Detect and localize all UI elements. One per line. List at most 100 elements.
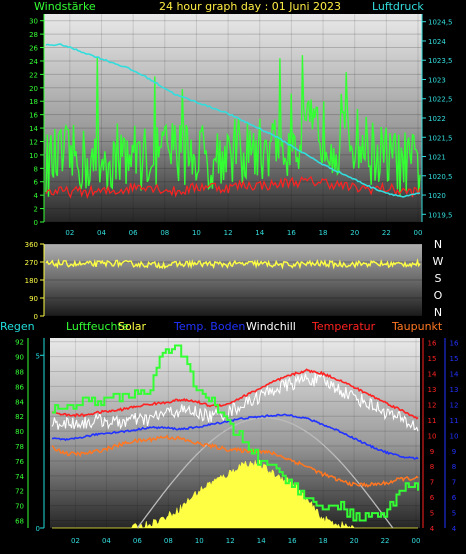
- x-tick-label: 12: [226, 537, 235, 545]
- rain-tick-label: 0: [36, 525, 40, 533]
- humidity-tick-label: 84: [15, 398, 24, 406]
- right-tick-label: 1023,5: [428, 57, 453, 65]
- x-tick-label: 02: [71, 537, 80, 545]
- panel-wind-direction: [44, 244, 422, 316]
- soil-temp-tick-label: 4: [452, 525, 457, 533]
- humidity-tick-label: 86: [15, 383, 24, 391]
- humidity-tick-label: 80: [15, 428, 24, 436]
- direction-tick-label: 90: [29, 295, 38, 303]
- direction-tick-label: 180: [25, 277, 38, 285]
- left-tick-label: 10: [29, 152, 38, 160]
- x-tick-label: 06: [133, 537, 142, 545]
- compass-letter: S: [435, 272, 442, 285]
- left-tick-label: 14: [29, 125, 38, 133]
- right-tick-label: 1021,5: [428, 134, 453, 142]
- wind-speed-line: [45, 55, 421, 197]
- x-tick-label: 22: [382, 229, 391, 237]
- wind-direction-line: [45, 258, 421, 270]
- left-tick-label: 2: [34, 206, 38, 214]
- x-tick-label: 14: [257, 537, 266, 545]
- humidity-tick-label: 90: [15, 354, 24, 362]
- humidity-tick-label: 74: [15, 473, 24, 481]
- x-tick-label: 16: [288, 537, 297, 545]
- legend-item: Regen: [0, 320, 35, 333]
- temperature-tick-label: 6: [430, 494, 435, 502]
- temperature-tick-label: 7: [430, 479, 434, 487]
- humidity-tick-label: 78: [15, 443, 24, 451]
- x-tick-label: 22: [381, 537, 390, 545]
- compass-letter: O: [434, 289, 443, 302]
- legend-item: Windchill: [246, 320, 296, 333]
- wind-average-line: [45, 175, 421, 200]
- x-tick-label: 20: [350, 229, 359, 237]
- soil-temp-tick-label: 11: [450, 417, 459, 425]
- rain-tick-label: 5: [36, 352, 40, 360]
- left-tick-label: 6: [34, 179, 39, 187]
- soil-temp-tick-label: 14: [450, 371, 459, 379]
- humidity-tick-label: 92: [15, 339, 24, 347]
- left-tick-label: 24: [29, 58, 38, 66]
- temperature-tick-label: 5: [430, 510, 434, 518]
- air-pressure-label: Luftdruck: [372, 0, 424, 13]
- x-tick-label: 04: [102, 537, 111, 545]
- wind-speed-label: Windstärke: [34, 0, 96, 13]
- soil-temp-tick-label: 5: [452, 510, 456, 518]
- soil-temp-tick-label: 16: [450, 340, 459, 348]
- x-tick-label: 00: [412, 537, 421, 545]
- soil-temp-tick-label: 8: [452, 463, 456, 471]
- x-tick-label: 08: [164, 537, 173, 545]
- solar-theoretical-curve: [136, 417, 394, 529]
- soil-temperature-line: [51, 413, 419, 460]
- x-tick-label: 02: [65, 229, 74, 237]
- soil-temp-tick-label: 13: [450, 386, 459, 394]
- x-tick-label: 04: [97, 229, 106, 237]
- compass-letter: N: [434, 306, 442, 319]
- right-tick-label: 1022: [428, 115, 446, 123]
- left-tick-label: 4: [34, 192, 39, 200]
- left-tick-label: 12: [29, 138, 38, 146]
- temperature-tick-label: 15: [428, 355, 437, 363]
- temperature-line: [51, 368, 419, 420]
- right-tick-label: 1024,5: [428, 19, 453, 27]
- temperature-tick-label: 13: [428, 386, 437, 394]
- direction-tick-label: 360: [25, 241, 38, 249]
- x-tick-label: 06: [129, 229, 138, 237]
- soil-temp-tick-label: 6: [452, 494, 457, 502]
- left-tick-label: 20: [29, 85, 38, 93]
- humidity-tick-label: 68: [15, 518, 24, 526]
- left-tick-label: 16: [29, 112, 38, 120]
- right-tick-label: 1023: [428, 76, 446, 84]
- right-tick-label: 1020,5: [428, 173, 453, 181]
- left-tick-label: 28: [29, 31, 38, 39]
- left-tick-label: 18: [29, 98, 38, 106]
- temperature-tick-label: 9: [430, 448, 434, 456]
- soil-temp-tick-label: 9: [452, 448, 456, 456]
- temperature-tick-label: 8: [430, 463, 434, 471]
- temperature-tick-label: 16: [428, 340, 437, 348]
- dew-point-line: [51, 434, 419, 488]
- temperature-tick-label: 11: [428, 417, 437, 425]
- x-tick-label: 16: [287, 229, 296, 237]
- temperature-tick-label: 4: [430, 525, 435, 533]
- compass-letter: W: [433, 255, 444, 268]
- temperature-tick-label: 12: [428, 401, 437, 409]
- left-tick-label: 8: [34, 165, 38, 173]
- air-pressure-line: [45, 43, 421, 198]
- x-tick-label: 14: [255, 229, 264, 237]
- left-tick-label: 26: [29, 45, 38, 53]
- x-tick-label: 18: [319, 229, 328, 237]
- right-tick-label: 1022,5: [428, 96, 453, 104]
- chart-title: 24 hour graph day : 01 Juni 2023: [159, 0, 341, 13]
- legend-item: Solar: [118, 320, 147, 333]
- soil-temp-tick-label: 12: [450, 401, 459, 409]
- x-tick-label: 12: [224, 229, 233, 237]
- compass-letter: N: [434, 238, 442, 251]
- humidity-line: [52, 344, 419, 522]
- soil-temp-tick-label: 15: [450, 355, 459, 363]
- left-tick-label: 22: [29, 71, 38, 79]
- right-tick-label: 1024: [428, 38, 446, 46]
- temperature-tick-label: 10: [428, 432, 437, 440]
- humidity-tick-label: 70: [15, 503, 24, 511]
- x-tick-label: 18: [319, 537, 328, 545]
